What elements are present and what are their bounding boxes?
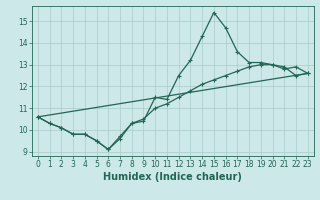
X-axis label: Humidex (Indice chaleur): Humidex (Indice chaleur): [103, 172, 242, 182]
